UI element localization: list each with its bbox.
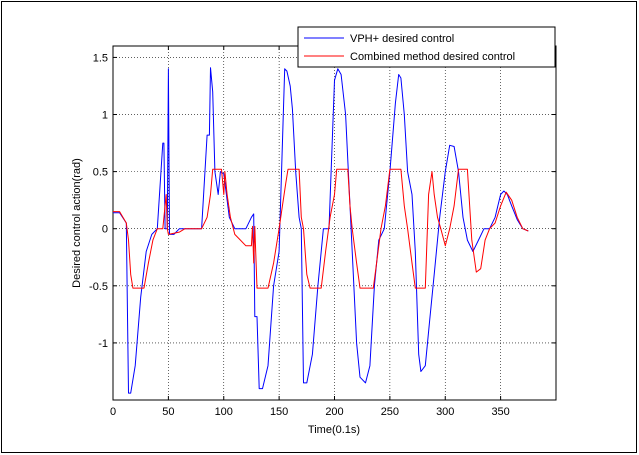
y-tick-label: -1 [98, 338, 108, 350]
y-tick-label: 1 [102, 110, 108, 122]
legend: VPH+ desired control Combined method des… [297, 26, 556, 68]
legend-label-combined: Combined method desired control [350, 51, 515, 63]
grid [113, 46, 556, 400]
x-tick-label: 200 [325, 406, 343, 418]
y-axis-label: Desired control action(rad) [71, 158, 83, 288]
series-group [113, 67, 529, 394]
legend-box [297, 26, 556, 68]
x-tick-label: 50 [162, 406, 174, 418]
x-tick-label: 250 [381, 406, 399, 418]
series-line-0 [113, 67, 529, 394]
x-tick-label: 150 [270, 406, 288, 418]
y-tick-labels: -1 -0.5 0 0.5 1 1.5 [89, 52, 108, 349]
y-tick-label: -0.5 [89, 281, 108, 293]
x-tick-label: 350 [491, 406, 509, 418]
x-tick-label: 0 [110, 406, 116, 418]
y-tick-label: 1.5 [93, 52, 108, 64]
x-axis-label: Time(0.1s) [308, 424, 360, 436]
legend-label-vph: VPH+ desired control [350, 33, 454, 45]
x-tick-labels: 0 50 100 150 200 250 300 350 [110, 406, 510, 418]
x-tick-label: 300 [436, 406, 454, 418]
y-tick-label: 0 [102, 224, 108, 236]
series-line-1 [113, 168, 529, 289]
y-tick-label: 0.5 [93, 167, 108, 179]
x-tick-label: 100 [215, 406, 233, 418]
